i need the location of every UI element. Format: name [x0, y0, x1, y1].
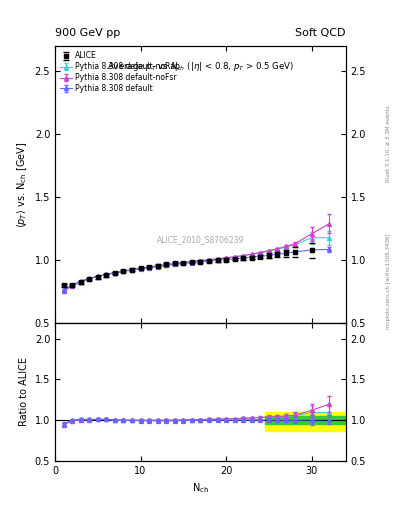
Text: Average $p_T$ vs $N_{ch}$ ($|\eta|$ < 0.8, $p_T$ > 0.5 GeV): Average $p_T$ vs $N_{ch}$ ($|\eta|$ < 0.…	[107, 60, 294, 73]
Legend: ALICE, Pythia 8.308 default-noRap, Pythia 8.308 default-noFsr, Pythia 8.308 defa: ALICE, Pythia 8.308 default-noRap, Pythi…	[59, 50, 181, 95]
Text: mcplots.cern.ch [arXiv:1306.3436]: mcplots.cern.ch [arXiv:1306.3436]	[386, 234, 391, 329]
Y-axis label: $\langle p_T \rangle$ vs. N$_\mathrm{ch}$ [GeV]: $\langle p_T \rangle$ vs. N$_\mathrm{ch}…	[15, 141, 29, 227]
Text: ALICE_2010_S8706239: ALICE_2010_S8706239	[157, 235, 244, 244]
Text: Rivet 3.1.10, ≥ 3.3M events: Rivet 3.1.10, ≥ 3.3M events	[386, 105, 391, 182]
Y-axis label: Ratio to ALICE: Ratio to ALICE	[19, 357, 29, 426]
X-axis label: N$_\mathrm{ch}$: N$_\mathrm{ch}$	[192, 481, 209, 495]
Text: 900 GeV pp: 900 GeV pp	[55, 28, 120, 38]
Text: Soft QCD: Soft QCD	[296, 28, 346, 38]
